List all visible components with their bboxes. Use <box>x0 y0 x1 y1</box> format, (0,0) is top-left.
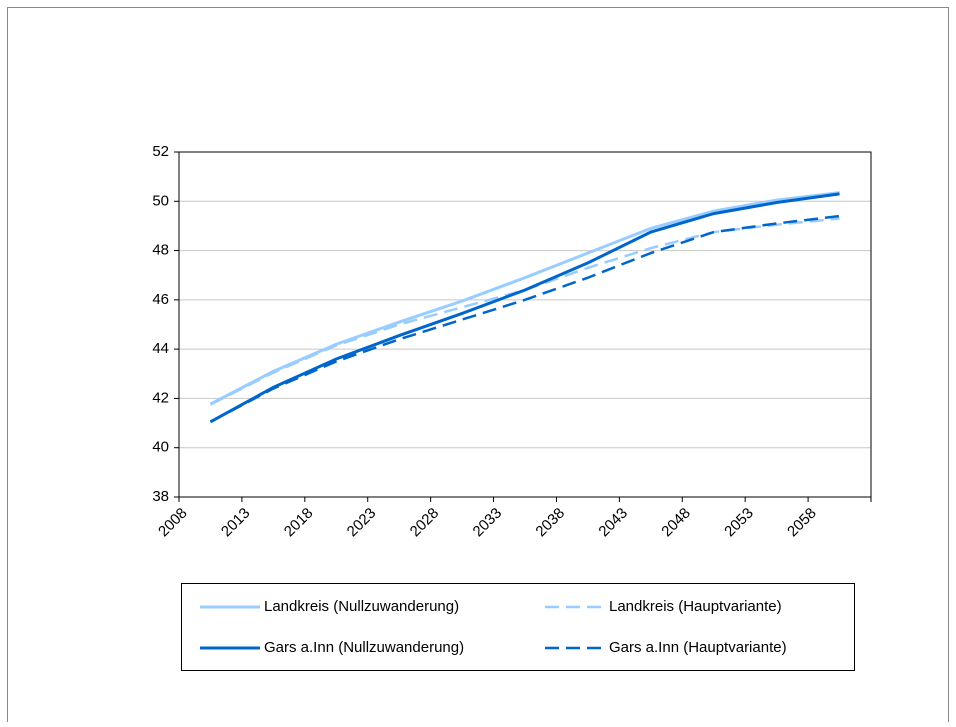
y-tick-label: 38 <box>152 488 169 505</box>
legend-box <box>181 583 855 671</box>
x-tick-label: 2033 <box>470 505 506 541</box>
x-tick-label: 2048 <box>658 505 694 541</box>
series-line <box>209 214 840 423</box>
series-line <box>209 217 840 406</box>
y-tick-label: 50 <box>152 192 169 209</box>
x-tick-label: 2053 <box>721 505 757 541</box>
legend-label: Landkreis (Hauptvariante) <box>609 598 782 615</box>
plot-border <box>178 151 872 498</box>
y-tick-label: 44 <box>152 340 169 357</box>
x-tick-label: 2043 <box>595 505 631 541</box>
legend-label: Gars a.Inn (Nullzuwanderung) <box>264 639 464 656</box>
y-tick-label: 40 <box>152 439 169 456</box>
frame <box>7 7 949 727</box>
x-tick-label: 2013 <box>218 505 254 541</box>
y-tick-label: 46 <box>152 291 169 308</box>
x-tick-label: 2023 <box>344 505 380 541</box>
x-tick-label: 2058 <box>784 505 820 541</box>
x-tick-label: 2028 <box>407 505 443 541</box>
y-tick-label: 42 <box>152 389 169 406</box>
x-tick-label: 2008 <box>155 505 191 541</box>
legend-label: Landkreis (Nullzuwanderung) <box>264 598 459 615</box>
legend-label: Gars a.Inn (Hauptvariante) <box>609 639 787 656</box>
x-tick-label: 2038 <box>532 505 568 541</box>
y-tick-label: 48 <box>152 242 169 259</box>
series-line <box>209 192 840 424</box>
y-tick-label: 52 <box>152 143 169 160</box>
x-tick-label: 2018 <box>281 505 317 541</box>
